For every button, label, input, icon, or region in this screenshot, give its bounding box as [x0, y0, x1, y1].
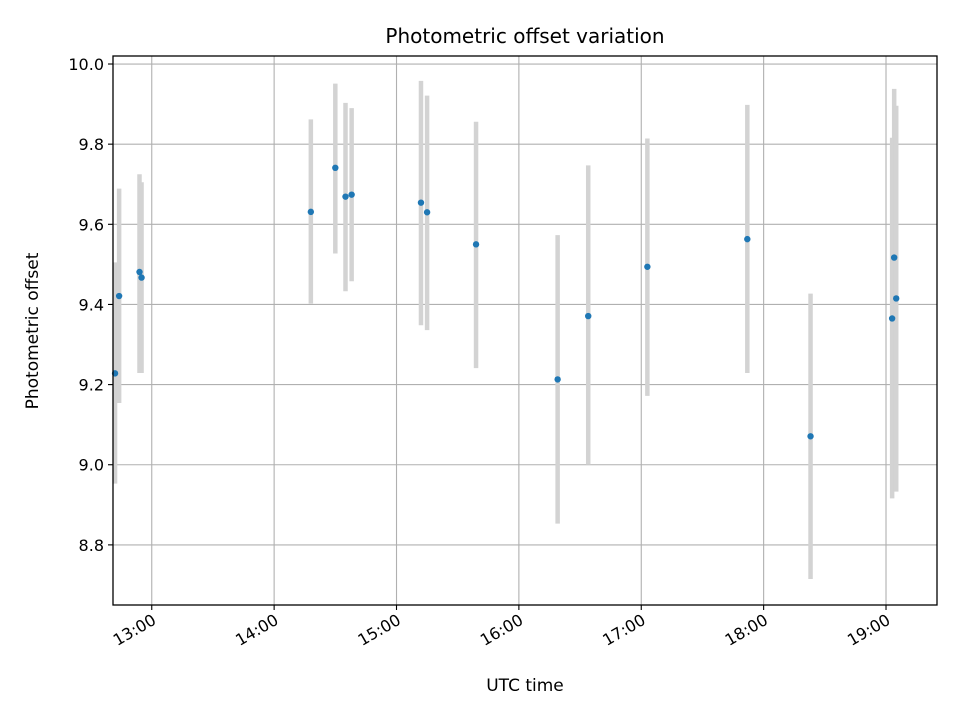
data-point: [115, 292, 123, 300]
data-point: [417, 199, 425, 206]
data-point: [138, 274, 145, 281]
y-tick-label: 10.0: [68, 55, 104, 74]
data-point: [644, 263, 651, 270]
x-axis-label: UTC time: [486, 676, 564, 696]
data-point: [136, 268, 143, 276]
data-point: [807, 433, 814, 440]
chart-title: Photometric offset variation: [385, 24, 664, 48]
data-points: [111, 164, 900, 440]
y-tick-label: 9.8: [79, 135, 104, 154]
y-tick-label: 9.2: [79, 376, 104, 395]
data-point: [342, 193, 349, 200]
data-point: [348, 191, 355, 198]
data-point: [332, 164, 339, 172]
y-tick-label: 8.8: [79, 536, 104, 555]
data-point: [554, 376, 561, 383]
y-tick-label: 9.6: [79, 215, 104, 234]
y-tick-label: 9.0: [79, 456, 104, 475]
data-point: [890, 254, 898, 261]
y-axis-ticks: 8.8 9.0 9.2 9.4 9.6 9.8 10.0: [68, 55, 113, 555]
data-point: [888, 315, 896, 322]
y-axis-label: Photometric offset: [23, 252, 43, 409]
data-point: [585, 312, 592, 320]
grid: [113, 56, 937, 605]
plot-frame: [112, 55, 938, 606]
data-point: [744, 235, 751, 243]
data-point: [423, 209, 431, 216]
y-tick-label: 9.4: [79, 295, 104, 314]
data-point: [472, 241, 480, 248]
data-point: [307, 208, 315, 216]
data-point: [893, 295, 900, 302]
